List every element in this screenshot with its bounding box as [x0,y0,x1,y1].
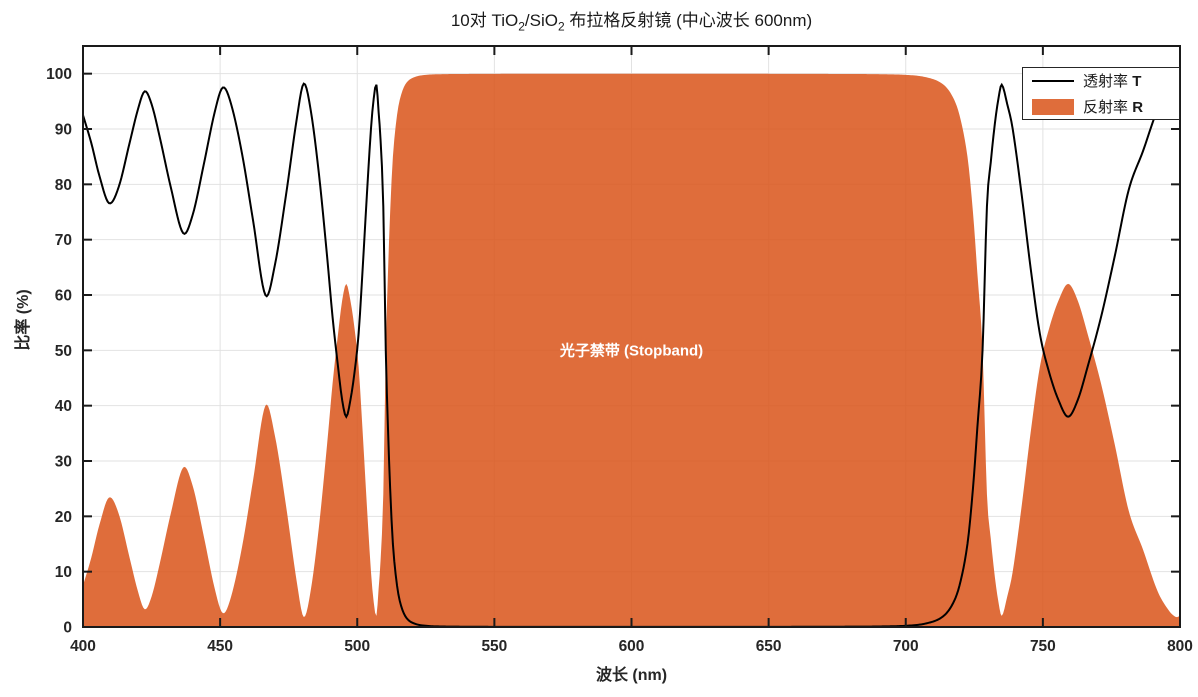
legend-label-transmittance: 透射率 T [1083,73,1142,90]
legend-entry-transmittance: 透射率 T [1032,70,1170,91]
x-tick-label: 550 [481,638,507,655]
legend-label-reflectance: 反射率 R [1083,99,1144,116]
y-tick-label: 20 [55,509,72,526]
legend-patch-swatch [1032,98,1074,115]
x-tick-label: 800 [1167,638,1193,655]
y-tick-label: 50 [55,343,72,360]
y-tick-label: 10 [55,564,72,581]
x-tick-label: 700 [893,638,919,655]
x-axis-label: 波长 (nm) [595,667,668,684]
x-tick-label: 450 [207,638,233,655]
y-axis-label: 比率 (%) [15,289,32,351]
legend: 透射率 T 反射率 R [1022,67,1180,120]
title-subscript: 2 [518,19,525,34]
stopband-annotation: 光子禁带 (Stopband) [559,342,704,360]
y-tick-label: 0 [63,620,72,637]
x-tick-label: 400 [70,638,96,655]
title-part: /SiO [524,11,558,30]
y-tick-label: 80 [55,177,72,194]
x-tick-label: 750 [1030,638,1056,655]
title-subscript: 2 [557,19,565,34]
legend-entry-reflectance: 反射率 R [1032,96,1170,117]
x-tick-label: 600 [619,638,645,655]
y-tick-label: 90 [55,122,72,139]
y-tick-label: 100 [46,66,72,83]
title-part: 10对 TiO [450,11,519,30]
legend-line-swatch [1032,79,1074,82]
reflectance-area [83,73,1180,627]
title-part: 布拉格反射镜 (中心波长 600nm) [564,11,813,30]
y-tick-label: 30 [55,454,72,471]
x-tick-label: 500 [344,638,370,655]
y-tick-label: 70 [55,232,72,249]
x-tick-label: 650 [756,638,782,655]
y-tick-label: 40 [55,398,72,415]
y-tick-label: 60 [55,288,72,305]
chart-title: 10对 TiO2/SiO2 布拉格反射镜 (中心波长 600nm) [83,6,1180,33]
